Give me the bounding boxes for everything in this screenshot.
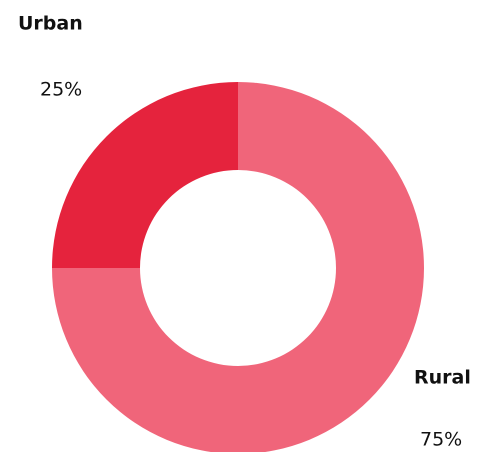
donut-segment — [52, 82, 424, 454]
category-label: Urban — [18, 13, 83, 35]
category-label: Rural — [414, 367, 471, 389]
value-label: 25% — [40, 79, 82, 101]
donut-segment — [52, 82, 238, 268]
value-label: 75% — [420, 429, 462, 451]
